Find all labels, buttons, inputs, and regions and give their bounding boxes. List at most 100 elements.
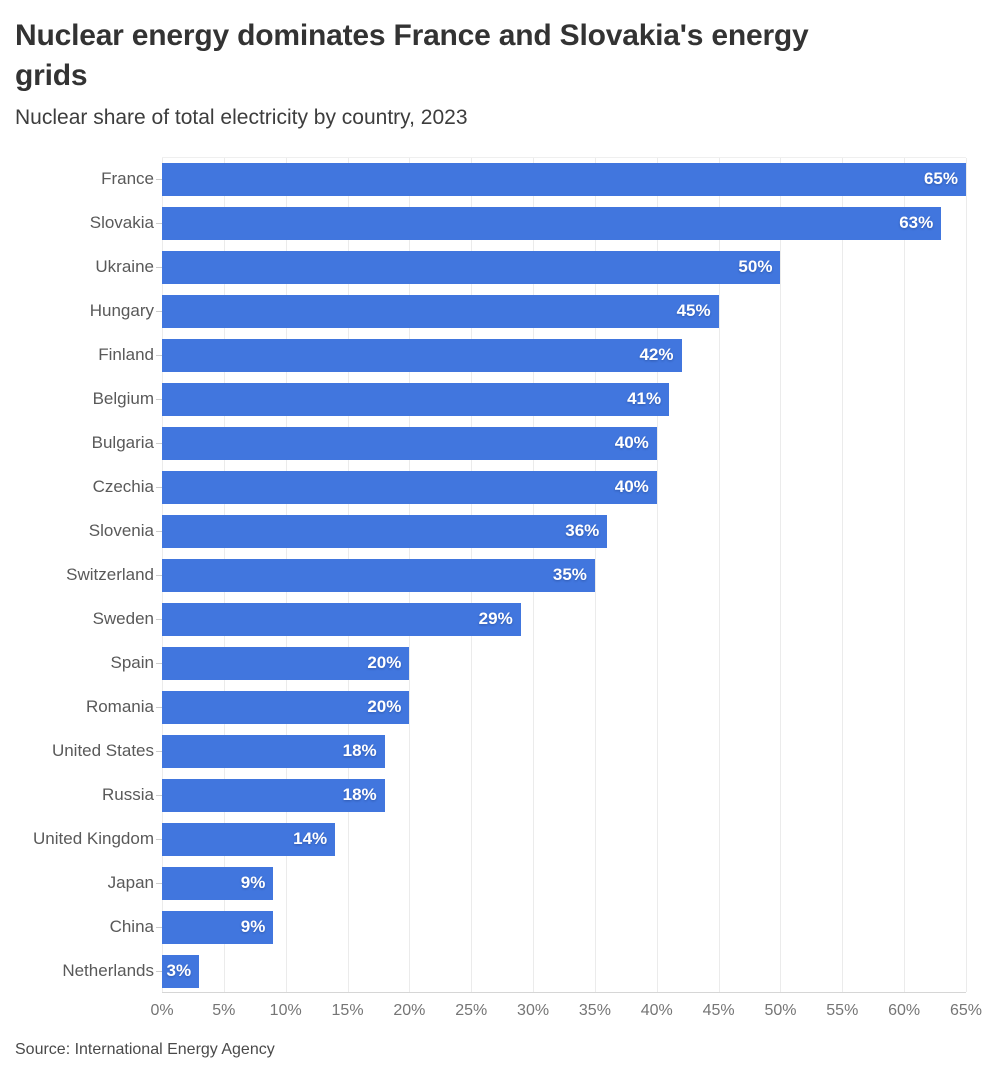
bar: 18% xyxy=(162,778,385,812)
bar-row: Slovenia 36% xyxy=(12,509,966,553)
bar-row: Bulgaria 40% xyxy=(12,421,966,465)
value-label: 36% xyxy=(565,521,600,540)
bar-row: China 9% xyxy=(12,905,966,949)
bar-track: 18% xyxy=(162,778,966,812)
bar-track: 36% xyxy=(162,514,966,548)
gridline xyxy=(842,158,844,992)
bar: 18% xyxy=(162,734,385,768)
bar-row: Sweden 29% xyxy=(12,597,966,641)
chart-footer: Source: International Energy Agency xyxy=(0,1027,1000,1059)
bar-track: 63% xyxy=(162,206,966,240)
plot-area: France 65% Slovakia 63% Ukraine 50% xyxy=(0,157,1000,993)
value-label: 40% xyxy=(614,433,649,452)
y-tick-mark xyxy=(156,706,162,708)
bar: 40% xyxy=(162,470,657,504)
bar-track: 35% xyxy=(162,558,966,592)
x-tick-label: 65% xyxy=(949,1002,983,1019)
bar-row: Switzerland 35% xyxy=(12,553,966,597)
value-label: 20% xyxy=(367,697,402,716)
x-axis: 0% 5% 10% 15% 20% 25% 30% 35% 40% 45% 50% 55% 60% 65% xyxy=(150,993,982,1027)
tick-dash-cell xyxy=(154,442,162,444)
bar: 45% xyxy=(162,294,719,328)
bar: 20% xyxy=(162,690,410,724)
y-tick-mark xyxy=(156,530,162,532)
y-tick-mark xyxy=(156,926,162,928)
bar: 50% xyxy=(162,250,781,284)
bar: 40% xyxy=(162,426,657,460)
value-label: 29% xyxy=(478,609,513,628)
tick-dash-cell xyxy=(154,882,162,884)
bar-row: Russia 18% xyxy=(12,773,966,817)
tick-dash-cell xyxy=(154,222,162,224)
chart-title: Nuclear energy dominates France and Slov… xyxy=(15,19,809,92)
tick-dash-cell xyxy=(154,706,162,708)
y-tick-mark xyxy=(156,970,162,972)
y-tick-mark xyxy=(156,618,162,620)
category-label: Sweden xyxy=(92,608,154,628)
tick-dash-cell xyxy=(154,750,162,752)
bar-track: 3% xyxy=(162,954,966,988)
value-label: 9% xyxy=(240,873,266,892)
bar-track: 9% xyxy=(162,910,966,944)
bar: 36% xyxy=(162,514,608,548)
y-tick-mark xyxy=(156,354,162,356)
bar-chart: France 65% Slovakia 63% Ukraine 50% xyxy=(0,157,1000,1027)
tick-dash-cell xyxy=(154,574,162,576)
tick-dash-cell xyxy=(154,618,162,620)
category-label: United States xyxy=(51,740,154,760)
gridline xyxy=(718,158,720,992)
bar: 9% xyxy=(162,910,274,944)
bar-row: Netherlands 3% xyxy=(12,949,966,993)
tick-dash-cell xyxy=(154,794,162,796)
value-label: 18% xyxy=(342,785,377,804)
tick-dash-cell xyxy=(154,926,162,928)
y-tick-mark xyxy=(156,178,162,180)
value-label: 65% xyxy=(923,169,958,188)
x-tick-label: 45% xyxy=(702,1002,735,1019)
category-label: Switzerland xyxy=(66,564,154,584)
y-tick-mark xyxy=(156,750,162,752)
bar-track: 42% xyxy=(162,338,966,372)
y-tick-mark xyxy=(156,486,162,488)
x-tick-label: 60% xyxy=(888,1002,921,1019)
y-tick-mark xyxy=(156,838,162,840)
tick-dash-cell xyxy=(154,530,162,532)
gridline xyxy=(656,158,658,992)
y-tick-mark xyxy=(156,574,162,576)
tick-dash-cell xyxy=(154,310,162,312)
bar: 3% xyxy=(162,954,200,988)
value-label: 41% xyxy=(627,389,662,408)
chart-subtitle: Nuclear share of total electricity by co… xyxy=(15,106,468,129)
category-label: Hungary xyxy=(89,300,154,320)
x-tick-label: 10% xyxy=(269,1002,302,1019)
category-label: Romania xyxy=(85,696,154,716)
value-label: 9% xyxy=(240,917,266,936)
bar-track: 40% xyxy=(162,426,966,460)
source-text: Source: International Energy Agency xyxy=(15,1041,275,1058)
bar-track: 14% xyxy=(162,822,966,856)
bar-row: Belgium 41% xyxy=(12,377,966,421)
category-label: Ukraine xyxy=(95,256,154,276)
value-label: 42% xyxy=(639,345,674,364)
y-tick-mark xyxy=(156,310,162,312)
x-tick-label: 5% xyxy=(212,1002,236,1019)
x-tick-label: 50% xyxy=(764,1002,797,1019)
y-tick-mark xyxy=(156,662,162,664)
x-tick-label: 55% xyxy=(826,1002,859,1019)
category-label: Bulgaria xyxy=(91,432,154,452)
category-label: China xyxy=(109,916,154,936)
bar-row: France 65% xyxy=(12,157,966,201)
tick-dash-cell xyxy=(154,662,162,664)
bar-row: Hungary 45% xyxy=(12,289,966,333)
value-label: 45% xyxy=(676,301,711,320)
value-label: 14% xyxy=(293,829,328,848)
category-label: Slovakia xyxy=(89,212,154,232)
category-label: Japan xyxy=(107,872,154,892)
y-tick-mark xyxy=(156,794,162,796)
category-label: Belgium xyxy=(92,388,154,408)
category-label: Russia xyxy=(102,784,154,804)
value-label: 50% xyxy=(738,257,773,276)
category-label: United Kingdom xyxy=(33,828,154,848)
bar: 29% xyxy=(162,602,521,636)
